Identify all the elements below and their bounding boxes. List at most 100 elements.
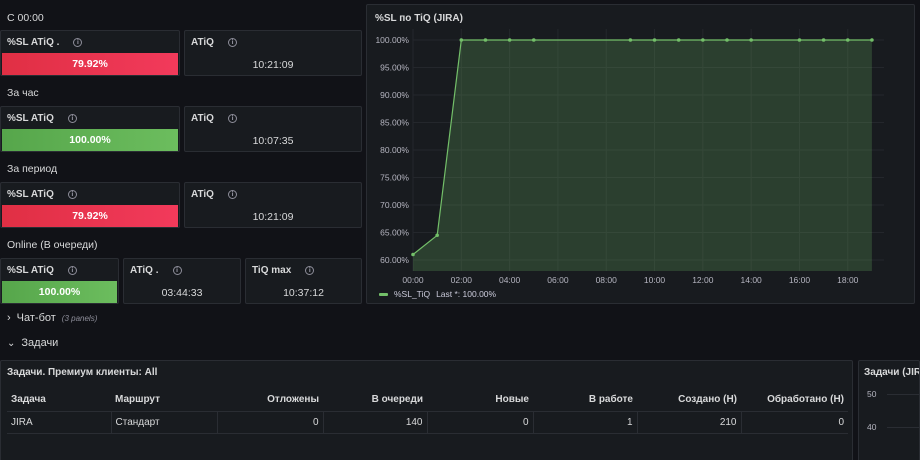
y-tick-label: 85.00%: [380, 118, 409, 128]
data-point: [845, 38, 850, 42]
stat-panel-atiq-period[interactable]: ATiQ i 10:21:09: [184, 182, 362, 228]
chevron-down-icon: ⌄: [7, 337, 16, 349]
info-icon[interactable]: i: [67, 266, 77, 275]
chart-legend[interactable]: %SL_TiQ Last *: 100.00%: [379, 289, 496, 299]
table-cell: 0: [427, 411, 534, 434]
y-tick-label: 95.00%: [380, 63, 409, 73]
column-header-in-progress[interactable]: В работе: [533, 389, 637, 412]
panel-title: ATiQ .: [130, 265, 159, 276]
series-line: [412, 39, 872, 255]
legend-last-value: Last *: 100.00%: [436, 289, 497, 299]
panel-title: %SL ATiQ: [7, 265, 54, 276]
x-tick-label: 00:00: [402, 275, 424, 285]
column-header-created[interactable]: Создано (Н): [637, 389, 741, 412]
tasks-table: Задача Маршрут Отложены В очереди Новые …: [7, 389, 848, 434]
x-tick-label: 12:00: [692, 275, 714, 285]
section-label-since-midnight: С 00:00: [7, 12, 44, 24]
data-point: [701, 38, 705, 42]
row-header-chatbot[interactable]: › Чат-бот (3 panels): [7, 312, 97, 324]
x-tick-label: 10:00: [644, 275, 666, 285]
table-cell: 1: [533, 411, 638, 434]
info-icon[interactable]: i: [67, 190, 77, 199]
stat-value: 10:21:09: [252, 211, 294, 223]
y-tick-label: 80.00%: [380, 145, 409, 155]
chart-panel-title: %SL по TiQ (JIRA): [375, 13, 463, 24]
section-label-per-period: За период: [7, 163, 58, 175]
column-header-in-queue[interactable]: В очереди: [323, 389, 427, 412]
stat-panel-sl-atiq-period[interactable]: %SL ATiQ i 79.92%: [0, 182, 180, 228]
x-tick-label: 06:00: [547, 275, 569, 285]
data-point: [459, 38, 464, 42]
info-icon[interactable]: i: [227, 190, 237, 199]
column-header-new[interactable]: Новые: [427, 389, 533, 412]
stat-panel-atiq-day[interactable]: ATiQ i 10:21:09: [184, 30, 362, 76]
x-tick-label: 18:00: [837, 275, 859, 285]
table-row[interactable]: JIRA Стандарт 0 140 0 1 210 0: [7, 411, 848, 434]
row-panel-count: (3 panels): [61, 313, 98, 323]
sl-tiq-chart: 60.00% 65.00% 70.00% 75.00% 80.00% 85.00% 90.0…: [375, 29, 884, 285]
panel-title: ATiQ: [191, 113, 214, 124]
stat-panel-sl-atiq-day[interactable]: %SL ATiQ . i 79.92%: [0, 30, 180, 76]
y-tick-label: 50: [867, 389, 877, 399]
chevron-right-icon: ›: [7, 312, 11, 324]
stat-panel-tiq-max-online[interactable]: TiQ max i 10:37:12: [245, 258, 362, 304]
tasks-premium-table-panel[interactable]: Задачи. Премиум клиенты: All Задача Марш…: [0, 360, 853, 460]
section-label-online: Online (В очереди): [7, 239, 98, 251]
stat-value: 10:07:35: [252, 135, 294, 147]
data-point: [821, 38, 826, 42]
stat-value: 100.00%: [2, 129, 178, 151]
data-point: [531, 38, 536, 42]
grid-line: [887, 427, 919, 428]
info-icon[interactable]: i: [227, 114, 237, 123]
y-tick-label: 60.00%: [380, 255, 409, 265]
column-header-postponed[interactable]: Отложены: [217, 389, 323, 412]
x-tick-label: 16:00: [789, 275, 811, 285]
stat-panel-atiq-online[interactable]: ATiQ . i 03:44:33: [123, 258, 241, 304]
info-icon[interactable]: i: [67, 114, 77, 123]
x-tick-label: 14:00: [741, 275, 763, 285]
stat-panel-sl-atiq-hour[interactable]: %SL ATiQ i 100.00%: [0, 106, 180, 152]
y-tick-label: 90.00%: [380, 90, 409, 100]
panel-title: TiQ max: [252, 265, 292, 276]
series-area: [413, 40, 872, 271]
row-title: Чат-бот: [16, 312, 56, 324]
table-panel-title: Задачи. Премиум клиенты: All: [7, 367, 158, 378]
data-point: [628, 38, 633, 42]
stat-value: 10:21:09: [252, 59, 294, 71]
panel-title: Задачи (JIRA: [864, 367, 919, 378]
data-point: [725, 38, 729, 42]
info-icon[interactable]: i: [172, 266, 182, 275]
data-point: [870, 38, 874, 42]
panel-title: %SL ATiQ: [7, 113, 54, 124]
row-header-tasks[interactable]: ⌄ Задачи: [7, 337, 58, 349]
y-tick-label: 75.00%: [380, 173, 409, 183]
table-cell: 140: [323, 411, 428, 434]
info-icon[interactable]: i: [73, 38, 83, 47]
stat-value: 79.92%: [2, 53, 178, 75]
stat-panel-sl-atiq-online[interactable]: %SL ATiQ i 100.00%: [0, 258, 119, 304]
panel-title: %SL ATiQ: [7, 189, 54, 200]
table-cell: JIRA: [7, 411, 112, 434]
column-header-processed[interactable]: Обработано (Н): [741, 389, 848, 412]
sl-tiq-chart-panel[interactable]: %SL по TiQ (JIRA) 60.00% 65.00% 70.00% 75.0…: [366, 4, 915, 304]
info-icon[interactable]: i: [305, 266, 315, 275]
data-point: [411, 252, 415, 257]
tasks-jira-panel[interactable]: Задачи (JIRA 50 40: [858, 360, 920, 460]
stat-value: 100.00%: [2, 281, 117, 303]
row-title: Задачи: [21, 337, 59, 349]
data-point: [797, 38, 802, 42]
y-tick-label: 65.00%: [380, 228, 409, 238]
column-header-task[interactable]: Задача: [7, 389, 111, 412]
x-tick-label: 04:00: [499, 275, 521, 285]
table-cell: 0: [741, 411, 848, 434]
y-tick-label: 70.00%: [380, 200, 409, 210]
info-icon[interactable]: i: [227, 38, 237, 47]
legend-series-name: %SL_TiQ: [394, 289, 431, 299]
stat-panel-atiq-hour[interactable]: ATiQ i 10:07:35: [184, 106, 362, 152]
stat-value: 10:37:12: [283, 287, 324, 299]
panel-title: ATiQ: [191, 37, 214, 48]
y-tick-label: 100.00%: [375, 35, 409, 45]
x-tick-label: 02:00: [451, 275, 473, 285]
table-header-row: Задача Маршрут Отложены В очереди Новые …: [7, 389, 848, 412]
column-header-route[interactable]: Маршрут: [111, 389, 217, 412]
